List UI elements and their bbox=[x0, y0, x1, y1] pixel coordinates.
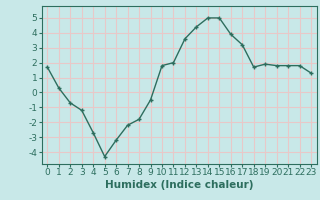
X-axis label: Humidex (Indice chaleur): Humidex (Indice chaleur) bbox=[105, 180, 253, 190]
